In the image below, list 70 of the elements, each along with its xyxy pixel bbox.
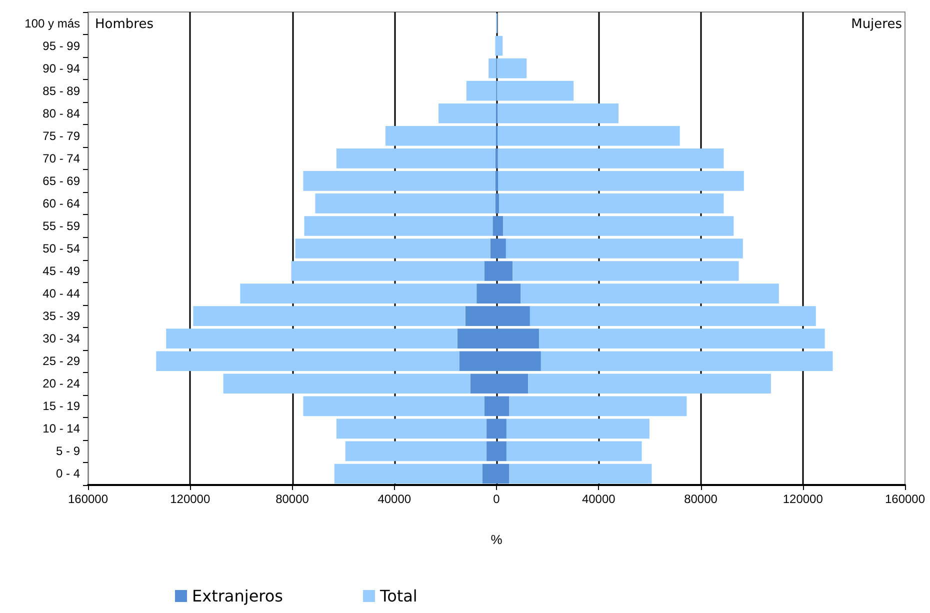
y-tick-label: 75 - 79 xyxy=(42,128,80,143)
bar xyxy=(303,171,496,191)
bar xyxy=(509,396,687,416)
bar xyxy=(498,171,744,191)
bar xyxy=(498,148,724,168)
x-tick-label: 120000 xyxy=(170,492,210,506)
bar xyxy=(506,418,650,439)
bar xyxy=(223,374,470,394)
bar xyxy=(304,216,493,236)
bar xyxy=(336,148,496,168)
annotation: Mujeres xyxy=(851,17,902,32)
bar xyxy=(539,328,825,349)
legend-label: Total xyxy=(379,586,418,606)
y-tick-label: 5 - 9 xyxy=(56,444,80,458)
bar xyxy=(303,396,484,416)
y-tick-label: 10 - 14 xyxy=(42,422,80,436)
y-tick-label: 45 - 49 xyxy=(42,264,80,278)
bar xyxy=(193,306,466,326)
bar xyxy=(315,194,496,214)
legend-label: Extranjeros xyxy=(192,586,284,606)
x-tick-label: 40000 xyxy=(582,492,616,506)
bar xyxy=(506,238,743,258)
bar xyxy=(291,261,484,281)
y-tick-label: 35 - 39 xyxy=(42,309,80,324)
y-tick-label: 30 - 34 xyxy=(42,332,80,346)
x-axis-title: % xyxy=(490,532,503,547)
y-tick-label: 60 - 64 xyxy=(42,196,80,210)
y-tick-label: 70 - 74 xyxy=(42,151,80,166)
x-tick-label: 0 xyxy=(493,492,500,506)
x-tick-label: 160000 xyxy=(68,492,108,506)
y-tick-label: 55 - 59 xyxy=(42,218,80,233)
y-tick-label: 25 - 29 xyxy=(42,354,80,368)
y-tick-label: 85 - 89 xyxy=(42,84,80,98)
y-tick-label: 80 - 84 xyxy=(42,106,80,120)
y-tick-label: 15 - 19 xyxy=(42,399,80,414)
x-tick-label: 120000 xyxy=(782,492,824,506)
x-tick-label: 160000 xyxy=(884,492,926,506)
x-tick-label: 80000 xyxy=(276,492,310,506)
y-tick-label: 40 - 44 xyxy=(42,286,80,301)
bar xyxy=(499,194,724,214)
bar xyxy=(166,328,458,349)
y-tick-label: 0 - 4 xyxy=(56,466,80,481)
y-tick-label: 100 y más xyxy=(24,16,80,30)
bar xyxy=(240,284,477,304)
bar xyxy=(512,261,739,281)
bar xyxy=(496,194,500,214)
bar xyxy=(496,216,504,236)
bar xyxy=(334,464,482,484)
annotation: Hombres xyxy=(95,17,154,32)
bar xyxy=(295,238,490,258)
bar xyxy=(509,464,652,484)
bar xyxy=(528,374,771,394)
x-tick-label: 40000 xyxy=(378,492,412,506)
bar xyxy=(156,351,460,372)
bar xyxy=(540,351,833,372)
y-tick-label: 90 - 94 xyxy=(42,61,80,76)
bar xyxy=(336,418,487,439)
bar xyxy=(530,306,816,326)
y-tick-label: 50 - 54 xyxy=(42,242,80,256)
bar xyxy=(506,441,642,462)
y-tick-label: 95 - 99 xyxy=(42,38,80,53)
bar xyxy=(385,126,496,146)
bar xyxy=(498,126,680,146)
bar xyxy=(503,216,734,236)
x-tick-label: 80000 xyxy=(684,492,718,506)
bar xyxy=(345,441,487,462)
y-tick-label: 20 - 24 xyxy=(42,376,80,391)
y-tick-label: 65 - 69 xyxy=(42,174,80,188)
bar xyxy=(520,284,779,304)
bar xyxy=(496,36,503,56)
